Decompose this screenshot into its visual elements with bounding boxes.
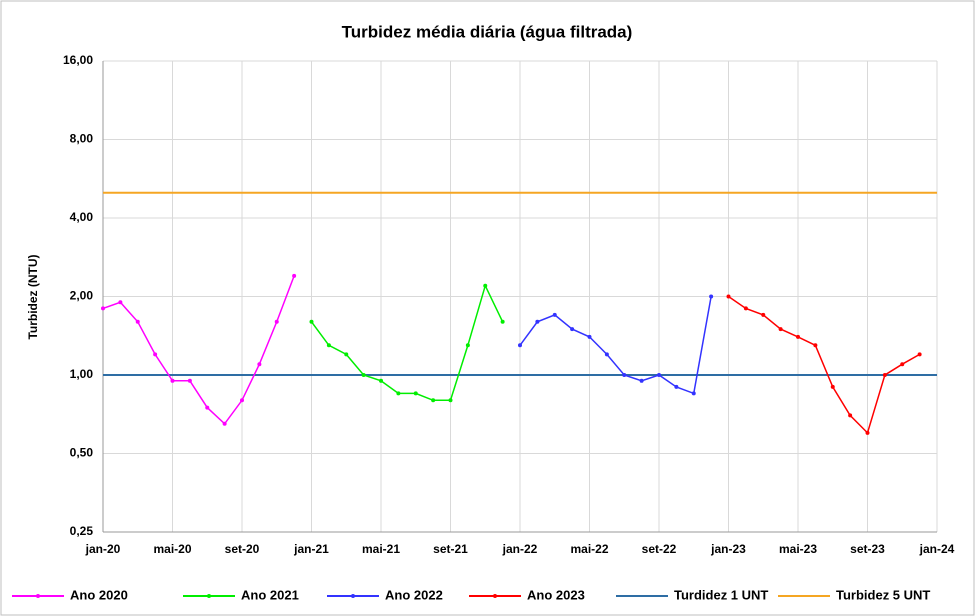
legend-marker [351, 594, 355, 598]
y-tick-label: 4,00 [70, 210, 94, 224]
x-tick-label: mai-23 [779, 542, 817, 556]
point [552, 312, 557, 317]
chart-title: Turbidez média diária (água filtrada) [342, 22, 633, 41]
point [153, 352, 158, 357]
legend-marker [36, 594, 40, 598]
x-tick-label: jan-21 [293, 542, 329, 556]
point [657, 373, 661, 377]
x-tick-label: mai-20 [153, 542, 191, 556]
y-tick-label: 0,50 [70, 446, 94, 460]
point [205, 405, 210, 410]
point [535, 319, 540, 324]
x-tick-label: set-23 [850, 542, 885, 556]
point [743, 306, 748, 311]
point [465, 343, 470, 348]
series-line [519, 296, 712, 395]
point [379, 378, 383, 383]
legend-label: Turbidez 5 UNT [836, 587, 930, 602]
point [292, 273, 297, 278]
point [570, 327, 575, 332]
point [309, 319, 314, 324]
point [170, 378, 175, 383]
point [222, 421, 227, 426]
point [413, 391, 418, 396]
point [726, 294, 731, 299]
point [796, 334, 800, 339]
x-tick-label: mai-21 [362, 542, 400, 556]
point [691, 391, 696, 396]
point [709, 294, 714, 299]
point [396, 391, 401, 396]
point [900, 362, 905, 367]
x-tick-label: set-22 [642, 542, 677, 556]
point [917, 352, 922, 357]
x-tick-label: mai-22 [570, 542, 608, 556]
y-tick-label: 0,25 [70, 524, 94, 538]
point [639, 378, 644, 383]
point [604, 352, 609, 357]
y-axis-label: Turbidez (NTU) [26, 254, 40, 339]
legend-label: Ano 2022 [385, 587, 443, 602]
series-line [310, 283, 504, 402]
legend-label: Ano 2021 [241, 587, 299, 602]
legend-marker [493, 594, 497, 598]
legend-label: Ano 2020 [70, 587, 128, 602]
point [135, 319, 140, 324]
x-tick-label: jan-24 [919, 542, 955, 556]
point [500, 319, 505, 324]
point [674, 384, 679, 389]
legend-marker [207, 594, 211, 598]
point [761, 312, 766, 317]
x-tick-label: set-20 [225, 542, 260, 556]
x-tick-label: set-21 [433, 542, 468, 556]
point [813, 343, 818, 348]
point [326, 343, 331, 348]
point [587, 334, 592, 339]
point [118, 300, 123, 305]
x-tick-label: jan-20 [85, 542, 121, 556]
y-tick-label: 1,00 [70, 367, 94, 381]
point [240, 398, 244, 403]
series-line [728, 295, 920, 435]
point [865, 430, 870, 435]
series-line [102, 275, 295, 425]
point [518, 343, 522, 348]
point [830, 384, 835, 389]
point [257, 362, 262, 367]
point [344, 352, 349, 357]
point [483, 283, 488, 288]
point [882, 373, 887, 377]
y-tick-label: 16,00 [63, 53, 93, 67]
point [848, 413, 853, 418]
point [448, 398, 453, 403]
point [101, 306, 105, 311]
point [431, 398, 436, 403]
point [361, 373, 366, 377]
legend-label: Ano 2023 [527, 587, 585, 602]
x-tick-label: jan-23 [710, 542, 746, 556]
y-tick-label: 2,00 [70, 289, 94, 303]
x-tick-label: jan-22 [502, 542, 538, 556]
point [778, 327, 783, 332]
point [187, 378, 192, 383]
point [274, 319, 279, 324]
point [622, 373, 627, 377]
y-tick-label: 8,00 [70, 132, 94, 146]
legend-label: Turdidez 1 UNT [674, 587, 768, 602]
